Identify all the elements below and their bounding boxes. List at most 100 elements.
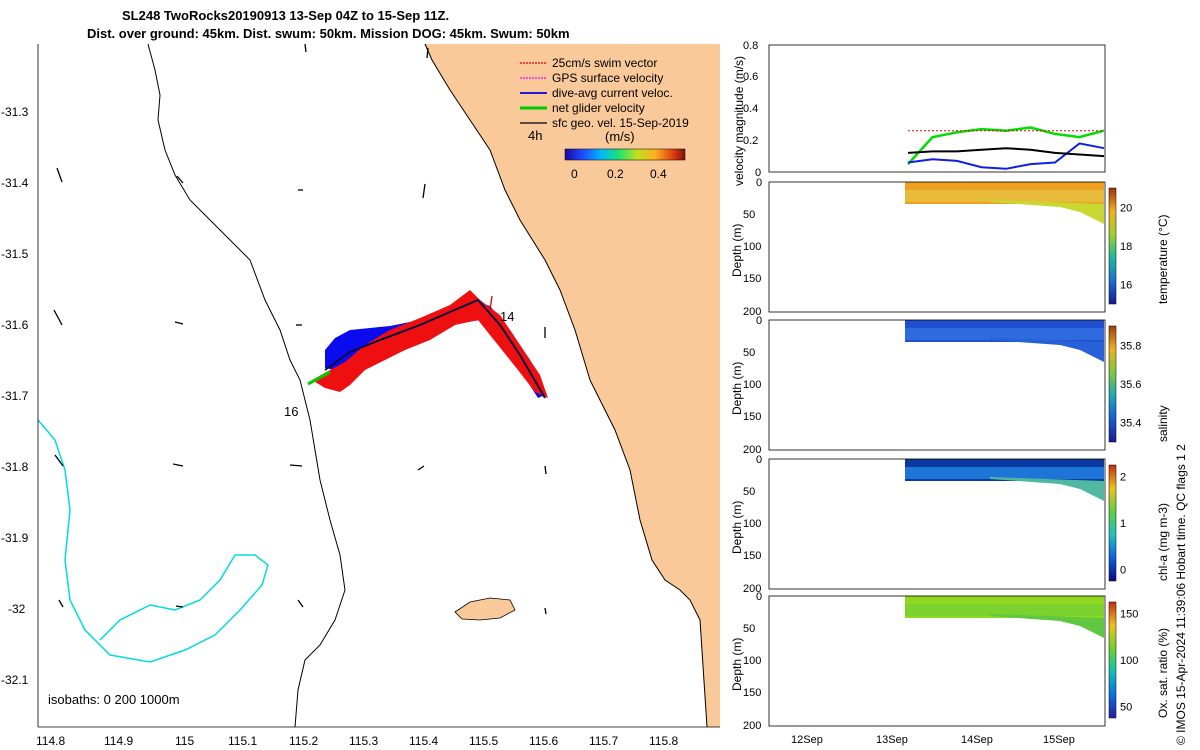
time-tick-12sep: 12Sep [791,734,823,746]
velocity-ytick-1: 0.2 [743,135,758,147]
velocity-ytick-0: 0 [755,167,761,179]
heatmap-ytick-oxygen-1: 50 [743,623,755,635]
velocity-series-1 [907,142,1105,170]
day-label-16: 16 [284,404,298,419]
heatmap-frame-oxygen [768,595,1106,727]
land-area [425,44,720,727]
map-xtick-6: 115.4 [409,734,438,748]
velocity-series-2 [907,147,1105,158]
heatmap-band-deep-oxygen [990,614,1104,638]
heatmap-ylabel-temperature: Depth (m) [730,224,744,277]
heatmap-ytick-oxygen-3: 150 [743,687,761,699]
heatmap-cblabel-salinity: salinity [1156,405,1170,442]
legend-net-glider: net glider velocity [552,101,645,115]
map-xtick-4: 115.2 [289,734,318,748]
heatmap-cbtick-oxygen-1: 100 [1120,655,1138,667]
map-xtick-10: 115.8 [649,734,678,748]
heatmap-frame-temperature [768,181,1106,313]
heatmap-ylabel-oxygen: Depth (m) [730,638,744,691]
heatmap-band-deep-salinity [990,338,1104,362]
heatmap-ytick-salinity-2: 100 [743,379,761,391]
colorbar-tick-2: 0.4 [650,167,667,181]
map-ytick-5: -31.8 [1,460,29,474]
map-xtick-1: 114.9 [104,734,133,748]
velocity-panel-frame [768,44,1106,173]
map-xtick-2: 115 [175,734,194,748]
heatmap-cbtick-temperature-0: 16 [1120,280,1132,292]
day-label-14: 14 [500,309,514,324]
heatmap-ytick-temperature-1: 50 [743,209,755,221]
heatmap-ytick-temperature-2: 100 [743,241,761,253]
map-ytick-6: -31.9 [1,531,29,545]
velocity-ytick-3: 0.6 [743,71,758,83]
colorbar-unit: (m/s) [605,129,635,144]
heatmap-band-mid-oxygen [905,604,1104,616]
heatmap-ytick-oxygen-2: 100 [743,655,761,667]
heatmap-cbtick-oxygen-0: 50 [1120,701,1132,713]
legend-gps-surface: GPS surface velocity [552,71,663,85]
heatmap-ytick-salinity-3: 150 [743,411,761,423]
heatmap-ytick-temperature-3: 150 [743,273,761,285]
sfc-geo-velocity-arrows [53,43,547,615]
heatmap-band-deep-chl-a [990,477,1104,501]
heatmap-ytick-chl-a-3: 150 [743,550,761,562]
isobath-200 [147,43,346,728]
velocity-ytick-2: 0.4 [743,103,758,115]
map-ytick-0: -31.3 [1,105,29,119]
track-line [324,298,546,399]
time-tick-15sep: 15Sep [1043,734,1075,746]
heatmap-cblabel-oxygen: Ox. sat. ratio (%) [1156,628,1170,718]
map-legend: 25cm/s swim vector GPS surface velocity … [520,56,689,130]
island [454,597,516,621]
time-tick-14sep: 14Sep [961,734,993,746]
speed-colorbar [564,148,686,161]
swim-vector-band [312,290,548,398]
heatmap-colorbar-temperature [1108,187,1117,305]
heatmap-frame-salinity [768,319,1106,451]
heatmap-band-mid-salinity [905,328,1104,340]
legend-dive-avg: dive-avg current veloc. [552,86,673,100]
heatmap-cbtick-salinity-0: 35.4 [1120,418,1141,430]
heatmap-ytick-salinity-4: 200 [743,444,761,456]
imos-footer: © IMOS 15-Apr-2024 11:39:06 Hobart time.… [1174,444,1188,745]
heatmap-cbtick-salinity-1: 35.6 [1120,379,1141,391]
heatmap-ytick-chl-a-4: 200 [743,583,761,595]
heatmap-cbtick-chl-a-0: 0 [1120,564,1126,576]
heatmap-ytick-temperature-4: 200 [743,306,761,318]
map-ytick-2: -31.5 [1,247,29,261]
map-ytick-1: -31.4 [1,176,29,190]
heatmap-ylabel-chl-a: Depth (m) [730,501,744,554]
map-ytick-7: -32 [8,602,26,616]
heatmap-cbtick-chl-a-1: 1 [1120,518,1126,530]
plot-title-line1: SL248 TwoRocks20190913 13-Sep 04Z to 15-… [122,8,450,23]
coastline [424,43,708,728]
map-xtick-0: 114.8 [36,734,65,748]
heatmap-ytick-salinity-1: 50 [743,347,755,359]
legend-swim-vector: 25cm/s swim vector [552,56,657,70]
heatmap-colorbar-oxygen [1108,601,1117,719]
heatmap-colorbar-salinity [1108,325,1117,443]
time-label-4h: 4h [528,128,542,143]
map-ytick-8: -32.1 [1,673,29,687]
plot-title-line2: Dist. over ground: 45km. Dist. swum: 50k… [87,26,570,41]
map-xtick-3: 115.1 [228,734,257,748]
map-xtick-9: 115.7 [589,734,618,748]
heatmap-cbtick-salinity-2: 35.8 [1120,340,1141,352]
map-xtick-5: 115.3 [349,734,378,748]
velocity-series-group [907,126,1105,170]
glider-tracks [307,290,548,399]
heatmap-ylabel-salinity: Depth (m) [730,362,744,415]
heatmap-ytick-temperature-0: 0 [756,177,762,189]
heatmap-cblabel-chl-a: chl-a (mg m-3) [1156,503,1170,581]
colorbar-tick-0: 0 [571,167,578,181]
heatmap-band-deep-temperature [990,200,1104,224]
heatmap-cbtick-chl-a-2: 2 [1120,472,1126,484]
velocity-series-0 [907,126,1105,165]
heatmap-frame-chl-a [768,458,1106,590]
heatmap-colorbar-chl-a [1108,464,1117,582]
isobaths-label: isobaths: 0 200 1000m [48,692,180,707]
heatmap-cbtick-temperature-1: 18 [1120,241,1132,253]
